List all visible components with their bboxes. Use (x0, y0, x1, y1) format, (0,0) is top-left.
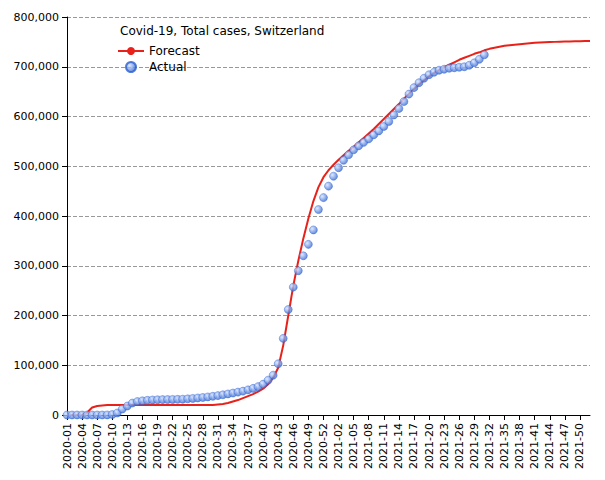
svg-text:2020-13: 2020-13 (121, 423, 134, 469)
svg-text:300,000: 300,000 (14, 259, 60, 272)
svg-text:2021-17: 2021-17 (407, 423, 420, 469)
svg-text:2021-29: 2021-29 (468, 423, 481, 469)
svg-text:2020-19: 2020-19 (151, 423, 164, 469)
svg-text:2021-32: 2021-32 (483, 423, 496, 469)
svg-text:2020-49: 2020-49 (302, 423, 315, 469)
svg-text:600,000: 600,000 (14, 110, 60, 123)
svg-text:Actual: Actual (149, 60, 187, 74)
svg-text:2020-16: 2020-16 (136, 423, 149, 469)
svg-text:500,000: 500,000 (14, 160, 60, 173)
svg-text:2020-10: 2020-10 (106, 423, 119, 469)
svg-text:2021-02: 2021-02 (332, 423, 345, 469)
svg-text:2020-25: 2020-25 (181, 423, 194, 469)
svg-text:800,000: 800,000 (14, 11, 60, 24)
svg-text:2020-31: 2020-31 (211, 423, 224, 469)
svg-text:100,000: 100,000 (14, 359, 60, 372)
svg-text:2021-08: 2021-08 (362, 423, 375, 469)
svg-text:2021-20: 2021-20 (423, 423, 436, 469)
svg-text:0: 0 (52, 409, 59, 422)
svg-text:2021-11: 2021-11 (377, 423, 390, 469)
svg-text:2020-37: 2020-37 (242, 423, 255, 469)
svg-text:2021-41: 2021-41 (528, 423, 541, 469)
svg-text:Covid-19, Total cases, Switzer: Covid-19, Total cases, Switzerland (120, 24, 324, 38)
svg-text:2020-28: 2020-28 (196, 423, 209, 469)
svg-text:2021-14: 2021-14 (392, 423, 405, 469)
svg-text:2020-01: 2020-01 (61, 423, 74, 469)
svg-text:2020-04: 2020-04 (76, 423, 89, 469)
svg-text:2021-50: 2021-50 (573, 423, 586, 469)
svg-text:2021-05: 2021-05 (347, 423, 360, 469)
svg-text:2021-26: 2021-26 (453, 423, 466, 469)
svg-text:2021-47: 2021-47 (558, 423, 571, 469)
svg-text:Forecast: Forecast (149, 44, 200, 58)
svg-text:700,000: 700,000 (14, 60, 60, 73)
svg-text:2021-23: 2021-23 (438, 423, 451, 469)
svg-text:2021-35: 2021-35 (498, 423, 511, 469)
svg-text:2020-40: 2020-40 (257, 423, 270, 469)
svg-text:2020-07: 2020-07 (91, 423, 104, 469)
svg-text:2020-34: 2020-34 (226, 423, 239, 469)
svg-text:2020-52: 2020-52 (317, 423, 330, 469)
svg-text:2020-43: 2020-43 (272, 423, 285, 469)
svg-text:2021-38: 2021-38 (513, 423, 526, 469)
svg-text:400,000: 400,000 (14, 210, 60, 223)
svg-text:2020-46: 2020-46 (287, 423, 300, 469)
svg-text:2021-44: 2021-44 (543, 423, 556, 469)
svg-text:200,000: 200,000 (14, 309, 60, 322)
svg-text:2020-22: 2020-22 (166, 423, 179, 469)
